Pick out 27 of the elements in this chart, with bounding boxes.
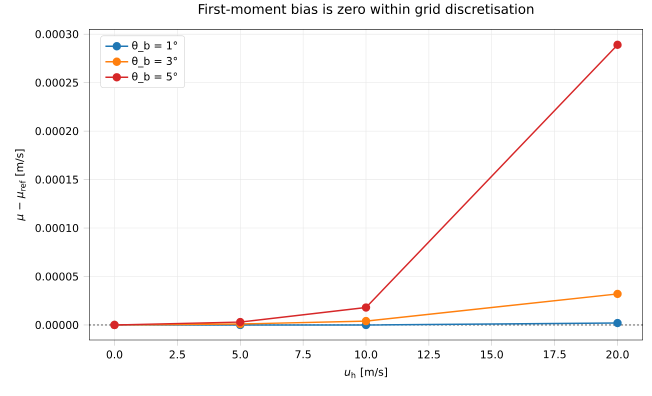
- y-tick-label: 0.00015: [36, 176, 78, 184]
- x-axis-title: u$_{h}$ [m/s]: [344, 368, 387, 378]
- chart-title: First-moment bias is zero within grid discretisation: [198, 4, 534, 17]
- point: [362, 303, 370, 312]
- y-tick-label: 0.00020: [36, 127, 78, 136]
- x-tick-label: 17.5: [544, 350, 566, 358]
- y-axis-title: μ − μ$_{ref}$ [m/s]: [15, 150, 26, 221]
- point: [613, 318, 622, 328]
- x-tick-label: 2.5: [170, 350, 185, 358]
- x-tick-label: 0.0: [106, 350, 122, 358]
- y-tick-label: 0.00000: [36, 320, 78, 330]
- point: [613, 290, 622, 298]
- legend-label: θ_b = 3°: [132, 56, 178, 68]
- x-tick-label: 10.0: [355, 350, 378, 358]
- y-tick-label: 0.00010: [36, 224, 78, 232]
- x-tick-label: 12.5: [418, 350, 440, 358]
- x-tick-label: 5.0: [232, 350, 248, 358]
- point: [362, 316, 370, 326]
- x-tick-label: 15.0: [481, 350, 503, 358]
- x-tick-label: 7.5: [296, 350, 311, 358]
- y-tick-label: 0.00005: [36, 272, 78, 281]
- y-tick-label: 0.00030: [36, 30, 78, 38]
- legend-label: θ_b = 1°: [132, 41, 178, 52]
- x-tick-label: 20.0: [606, 350, 629, 358]
- legend-label: θ_b = 5°: [132, 72, 178, 83]
- point: [613, 40, 622, 50]
- y-tick-label: 0.00025: [36, 78, 78, 87]
